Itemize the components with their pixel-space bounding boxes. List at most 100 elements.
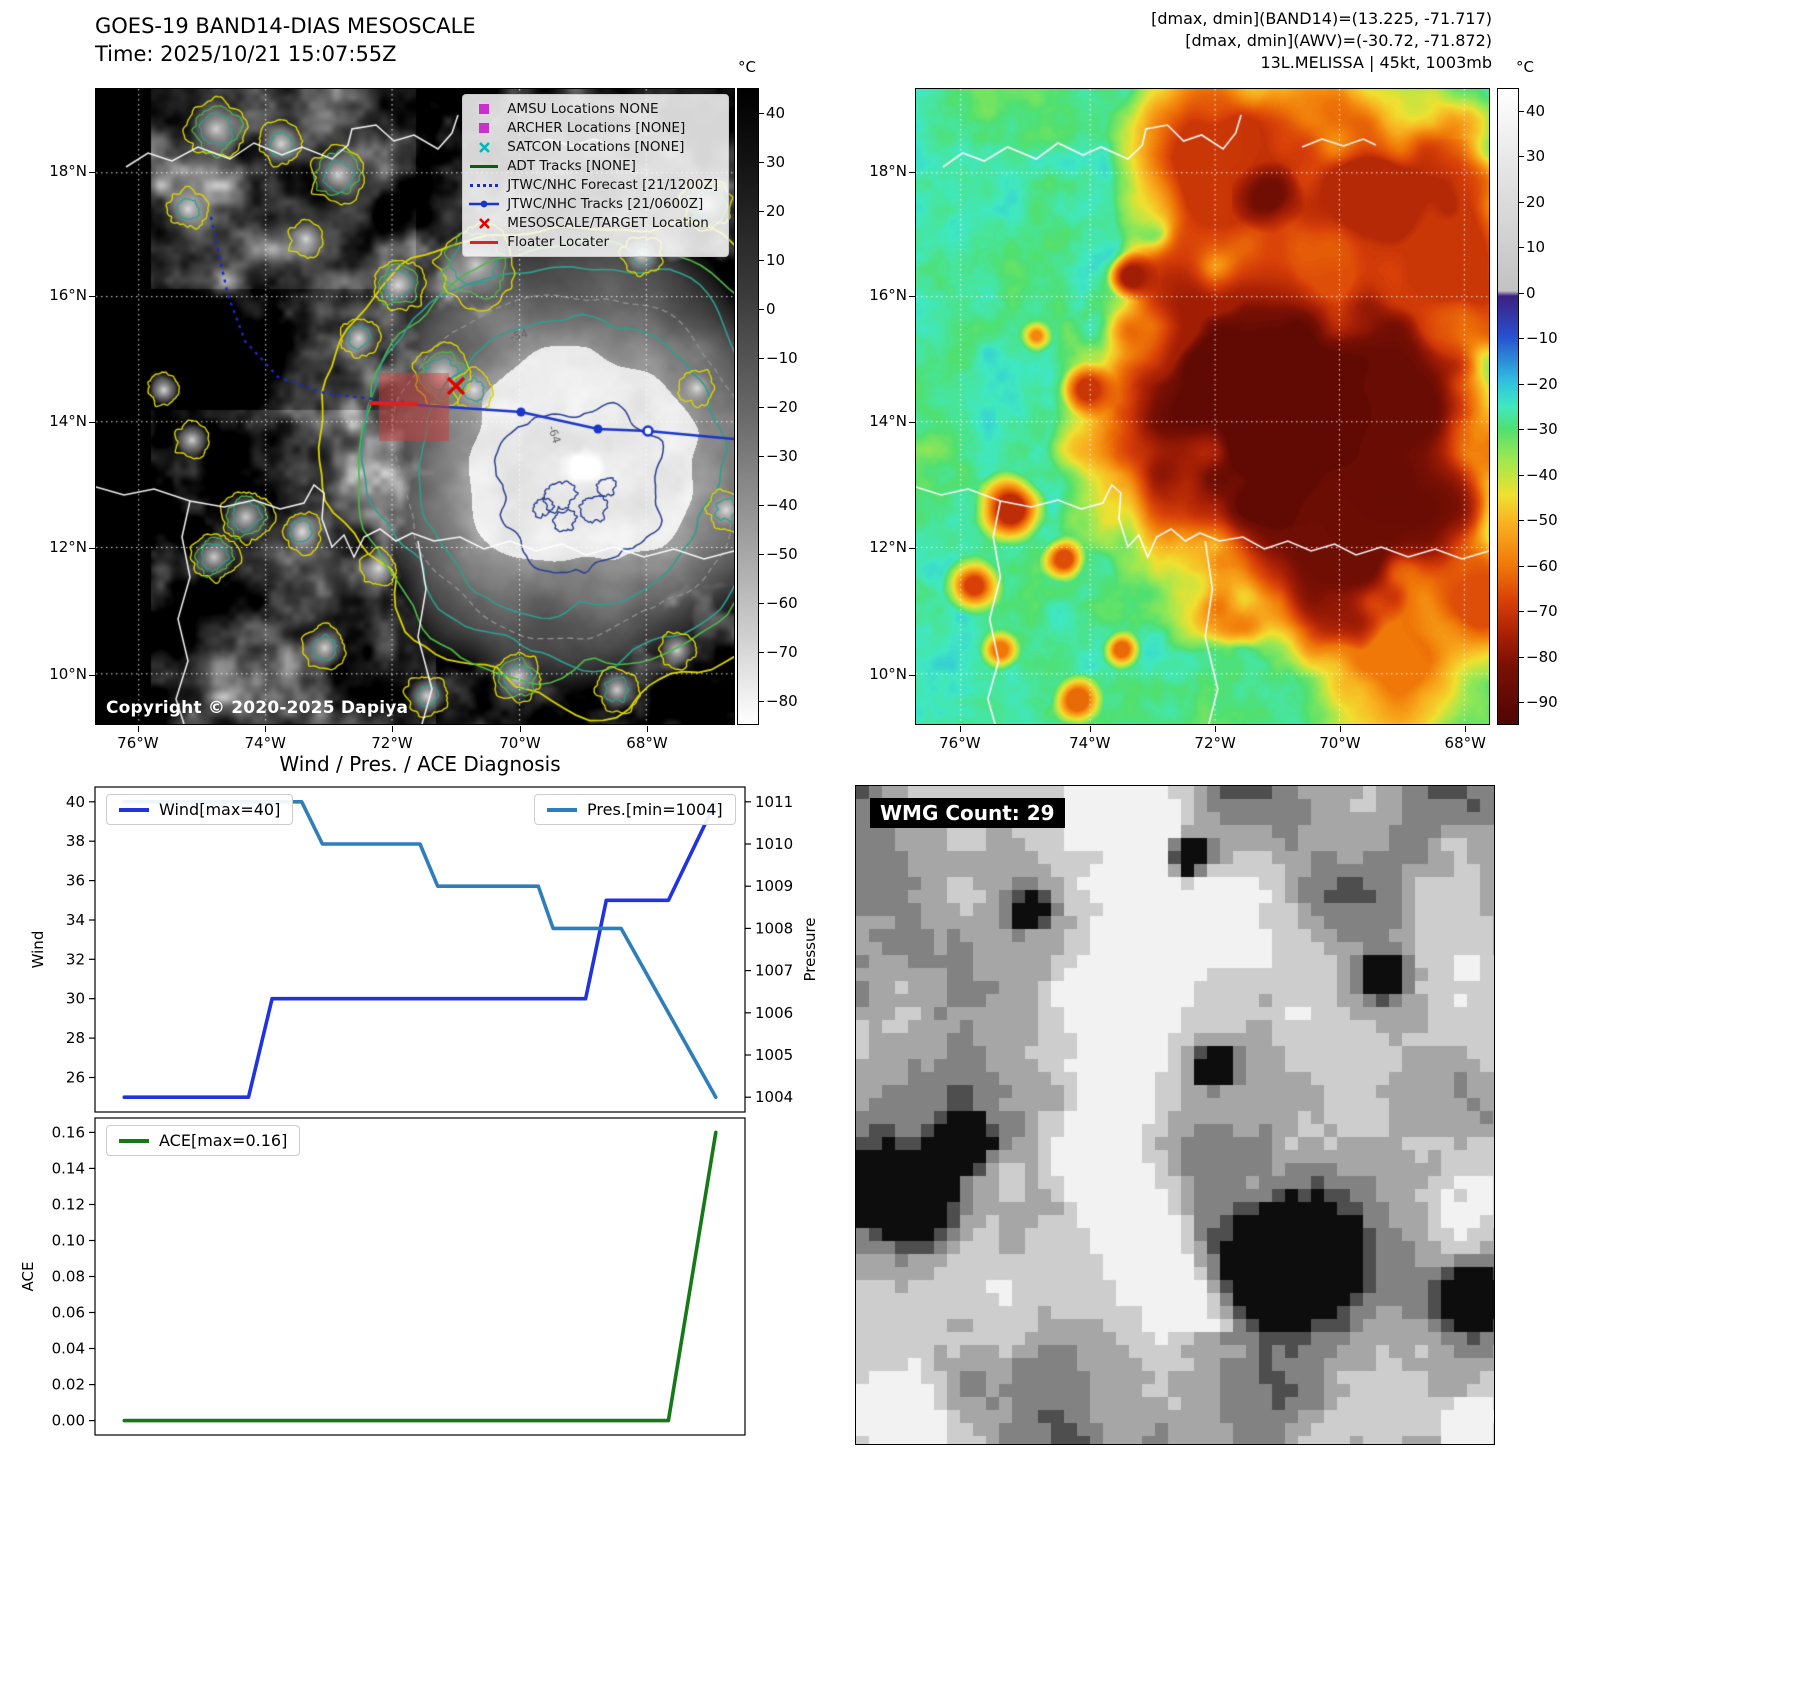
colorbar-tick-mark xyxy=(1519,247,1524,249)
colorbar-tick-label: −10 xyxy=(1526,329,1558,348)
lon-tick-label: 70°W xyxy=(499,734,541,752)
lon-tick-mark xyxy=(391,726,393,732)
lat-tick-label: 18°N xyxy=(49,162,87,181)
legend-label: AMSU Locations NONE xyxy=(507,101,659,117)
lat-tick-mark xyxy=(89,172,95,174)
lon-tick-mark xyxy=(647,726,648,732)
lat-tick-mark xyxy=(909,674,915,676)
wmg-panel: WMG Count: 29 xyxy=(855,785,1495,1445)
lon-tick-mark xyxy=(265,726,267,732)
lon-tick-label: 72°W xyxy=(371,734,413,752)
colorbar-tick-mark xyxy=(759,161,764,163)
colorbar-tick-mark xyxy=(759,259,764,261)
lat-tick-label: 18°N xyxy=(869,162,907,181)
colorbar-tick-mark xyxy=(1519,292,1524,294)
square-marker xyxy=(467,123,501,133)
svg-text:1008: 1008 xyxy=(755,919,793,937)
colorbar-tick-mark xyxy=(1519,702,1524,704)
colorbar-tick-label: −80 xyxy=(1526,647,1558,666)
awv-map-panel xyxy=(915,88,1490,725)
pressure-legend: Pres.[min=1004] xyxy=(534,794,736,825)
lat-tick-mark xyxy=(909,296,915,298)
wind-legend-label: Wind[max=40] xyxy=(159,800,281,819)
wmg-image xyxy=(856,786,1494,1444)
lon-tick-label: 76°W xyxy=(939,734,981,752)
lat-tick-label: 16°N xyxy=(49,286,87,305)
svg-text:Pressure: Pressure xyxy=(801,917,819,981)
colorbar-tick-label: −60 xyxy=(1526,556,1558,575)
storm-annotations: [dmax, dmin](BAND14)=(13.225, -71.717) [… xyxy=(1020,8,1492,74)
lon-tick-mark xyxy=(1339,726,1341,732)
colorbar-tick-label: 40 xyxy=(766,103,786,122)
colorbar-tick-label: 10 xyxy=(1526,238,1546,257)
lon-tick-label: 68°W xyxy=(1444,734,1486,752)
ace-legend-label: ACE[max=0.16] xyxy=(159,1131,288,1150)
legend-item: ADT Tracks [NONE] xyxy=(467,158,718,174)
line-marker-marker xyxy=(467,199,501,209)
colorbar-tick-label: 30 xyxy=(766,152,786,171)
colorbar-tick-label: −30 xyxy=(1526,420,1558,439)
svg-text:Wind: Wind xyxy=(29,931,47,969)
colorbar-tick-mark xyxy=(1519,520,1524,522)
svg-text:38: 38 xyxy=(66,832,85,850)
lon-tick-label: 70°W xyxy=(1319,734,1361,752)
colorbar-tick-label: −40 xyxy=(1526,465,1558,484)
band14-colorbar-unit: °C xyxy=(738,58,756,76)
diagnosis-title: Wind / Pres. / ACE Diagnosis xyxy=(279,752,561,776)
colorbar-tick-mark xyxy=(1519,201,1524,203)
colorbar-tick-mark xyxy=(1519,611,1524,613)
awv-colorbar xyxy=(1497,88,1519,725)
colorbar-tick-mark xyxy=(759,504,764,506)
colorbar-tick-label: −20 xyxy=(1526,374,1558,393)
svg-text:1010: 1010 xyxy=(755,835,793,853)
colorbar-tick-label: 0 xyxy=(1526,283,1536,302)
ace-legend-swatch xyxy=(119,1138,149,1143)
lat-tick-label: 12°N xyxy=(49,537,87,556)
colorbar-tick-mark xyxy=(759,553,764,555)
lat-tick-mark xyxy=(909,172,915,174)
lat-tick-mark xyxy=(909,547,915,549)
lon-tick-mark xyxy=(959,726,961,732)
colorbar-tick-label: −60 xyxy=(766,593,798,612)
legend-item: Floater Locater xyxy=(467,234,718,250)
svg-text:36: 36 xyxy=(66,872,85,890)
annotation-storm-info: 13L.MELISSA | 45kt, 1003mb xyxy=(1260,53,1492,72)
lon-tick-label: 76°W xyxy=(117,734,159,752)
annotation-dmax-band14: [dmax, dmin](BAND14)=(13.225, -71.717) xyxy=(1151,9,1492,28)
lon-tick-label: 74°W xyxy=(244,734,286,752)
svg-text:1007: 1007 xyxy=(755,962,793,980)
legend-item: JTWC/NHC Forecast [21/1200Z] xyxy=(467,177,718,193)
colorbar-tick-label: −30 xyxy=(766,446,798,465)
lon-tick-label: 74°W xyxy=(1069,734,1111,752)
colorbar-tick-label: −20 xyxy=(766,397,798,416)
colorbar-tick-mark xyxy=(1519,156,1524,158)
colorbar-tick-mark xyxy=(1519,474,1524,476)
legend-item: ARCHER Locations [NONE] xyxy=(467,120,718,136)
legend-item: SATCON Locations [NONE] xyxy=(467,139,718,155)
svg-text:1005: 1005 xyxy=(755,1046,793,1064)
svg-text:0.08: 0.08 xyxy=(52,1268,85,1286)
colorbar-tick-label: 20 xyxy=(1526,192,1546,211)
lat-tick-mark xyxy=(89,421,95,423)
lon-tick-mark xyxy=(1089,726,1091,732)
svg-text:0.12: 0.12 xyxy=(52,1196,85,1214)
pressure-legend-label: Pres.[min=1004] xyxy=(587,800,723,819)
square-marker xyxy=(467,104,501,114)
colorbar-tick-label: −70 xyxy=(766,642,798,661)
svg-text:ACE: ACE xyxy=(19,1262,37,1292)
lat-tick-mark xyxy=(89,674,95,676)
legend-item: MESOSCALE/TARGET Location xyxy=(467,215,718,231)
svg-text:1006: 1006 xyxy=(755,1004,793,1022)
colorbar-tick-label: 30 xyxy=(1526,147,1546,166)
legend-label: JTWC/NHC Forecast [21/1200Z] xyxy=(507,177,718,193)
legend-label: ADT Tracks [NONE] xyxy=(507,158,636,174)
band14-title: GOES-19 BAND14-DIAS MESOSCALE xyxy=(95,14,476,38)
colorbar-tick-mark xyxy=(759,308,764,310)
colorbar-tick-mark xyxy=(759,357,764,359)
colorbar-tick-mark xyxy=(1519,429,1524,431)
legend-label: ARCHER Locations [NONE] xyxy=(507,120,686,136)
colorbar-tick-mark xyxy=(1519,656,1524,658)
lon-tick-label: 72°W xyxy=(1194,734,1236,752)
wmg-count-label: WMG Count: 29 xyxy=(870,798,1065,828)
